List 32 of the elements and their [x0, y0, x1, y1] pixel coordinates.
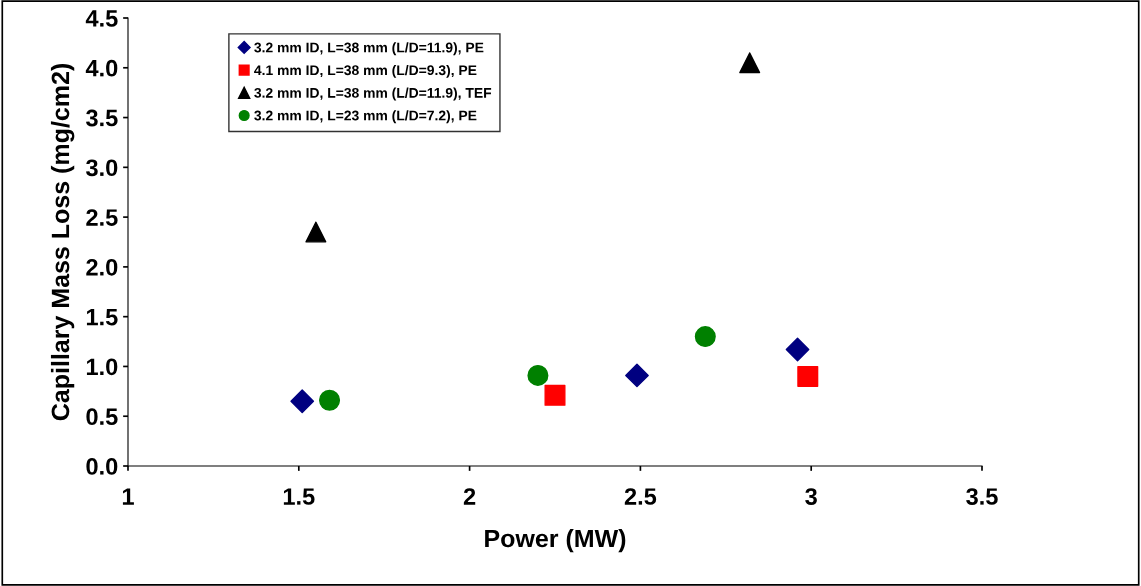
point	[544, 384, 566, 406]
point	[527, 364, 549, 386]
point	[305, 221, 327, 243]
legend-label: 3.2 mm ID, L=38 mm (L/D=11.9), PE	[254, 42, 484, 56]
legend-label: 3.2 mm ID, L=38 mm (L/D=11.9), TEF	[254, 87, 492, 101]
point	[625, 363, 649, 388]
y-tick-label: 2.5	[86, 209, 118, 226]
point	[797, 365, 819, 387]
y-tick-label: 4.5	[85, 10, 118, 27]
point	[739, 52, 761, 74]
y-axis-title: Capillary Mass Loss (mg/cm2)	[50, 64, 75, 421]
legend-label: 4.1 mm ID, L=38 mm (L/D=9.3), PE	[254, 64, 477, 78]
x-tick-label: 2.5	[624, 488, 657, 505]
point	[785, 337, 810, 362]
y-tick-label: 0.0	[86, 458, 118, 475]
y-tick-label: 3.0	[86, 159, 118, 177]
y-tick-label: 1.0	[86, 358, 118, 376]
y-tick-label: 3.5	[86, 109, 118, 127]
x-tick-label: 1.5	[283, 488, 315, 505]
y-tick-label: 2.0	[86, 258, 118, 276]
point	[319, 389, 341, 411]
x-tick-label: 3	[805, 488, 817, 505]
point	[694, 326, 716, 348]
x-axis-title: Power (MW)	[485, 528, 626, 553]
y-tick-label: 0.5	[86, 408, 118, 426]
point	[290, 389, 315, 414]
legend-label: 3.2 mm ID, L=23 mm (L/D=7.2), PE	[254, 110, 477, 124]
x-tick-label: 3.5	[966, 488, 998, 505]
x-tick-label: 2	[463, 488, 476, 505]
y-tick-label: 4.0	[85, 59, 118, 77]
y-tick-label: 1.5	[86, 308, 118, 326]
x-tick-label: 1	[122, 488, 134, 505]
